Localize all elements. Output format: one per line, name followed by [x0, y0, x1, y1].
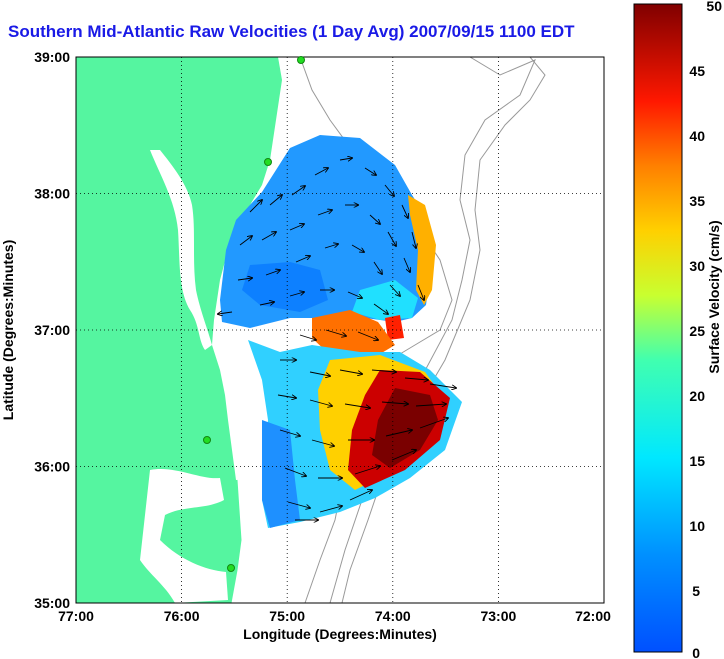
map-title: Southern Mid-Atlantic Raw Velocities (1 … — [8, 22, 575, 41]
colorbar-tick-label: 40 — [689, 128, 705, 144]
y-tick-label: 36:00 — [34, 459, 70, 475]
velocity-field-ne-edge — [408, 195, 436, 305]
chesapeake-bay — [150, 150, 212, 350]
colorbar-tick-label: 45 — [689, 63, 705, 79]
colorbar-tick-label: 30 — [689, 258, 705, 274]
velocity-field-north-weak — [242, 262, 328, 312]
y-axis-label: Latitude (Degrees:Minutes) — [0, 240, 16, 420]
velocity-field-mouth — [385, 315, 404, 340]
outer-banks — [228, 479, 242, 603]
colorbar-label: Surface Velocity (cm/s) — [706, 220, 722, 373]
current-vectors — [218, 158, 456, 520]
colorbar-tick-label: 50 — [706, 0, 722, 14]
colorbar-tick-label: 10 — [689, 518, 705, 534]
y-tick-label: 39:00 — [34, 49, 70, 65]
colorbar-tick-label: 35 — [689, 193, 705, 209]
y-tick-label: 38:00 — [34, 186, 70, 202]
velocity-field-south-coast — [262, 420, 300, 528]
x-tick-label: 72:00 — [575, 608, 611, 624]
colorbar-tick-label: 15 — [689, 453, 705, 469]
colorbar-tick-label: 0 — [692, 645, 700, 659]
station-marker — [297, 56, 305, 64]
velocity-field-south-max — [372, 388, 438, 468]
y-tick-label: 35:00 — [34, 595, 70, 611]
y-tick-label: 37:00 — [34, 322, 70, 338]
x-tick-label: 76:00 — [164, 608, 200, 624]
land-mass — [76, 57, 282, 603]
colorbar-tick-label: 25 — [689, 323, 705, 339]
station-marker — [203, 436, 211, 444]
colorbar — [633, 3, 683, 653]
x-tick-label: 77:00 — [58, 608, 94, 624]
x-tick-label: 74:00 — [375, 608, 411, 624]
pamlico-sound — [140, 468, 228, 603]
hf-radar-stations — [203, 56, 305, 572]
colorbar-tick-label: 5 — [692, 583, 700, 599]
x-axis-label: Longitude (Degrees:Minutes) — [243, 626, 437, 642]
velocity-field-north-edge — [352, 280, 418, 320]
station-marker — [227, 564, 235, 572]
plot-frame — [75, 56, 605, 604]
colorbar-tick-label: 20 — [689, 388, 705, 404]
station-marker — [264, 158, 272, 166]
velocity-field-mouth-jet — [312, 310, 395, 360]
x-tick-label: 73:00 — [480, 608, 516, 624]
x-tick-label: 75:00 — [269, 608, 305, 624]
map-grid — [76, 57, 604, 603]
bathymetry-contour — [341, 57, 546, 603]
